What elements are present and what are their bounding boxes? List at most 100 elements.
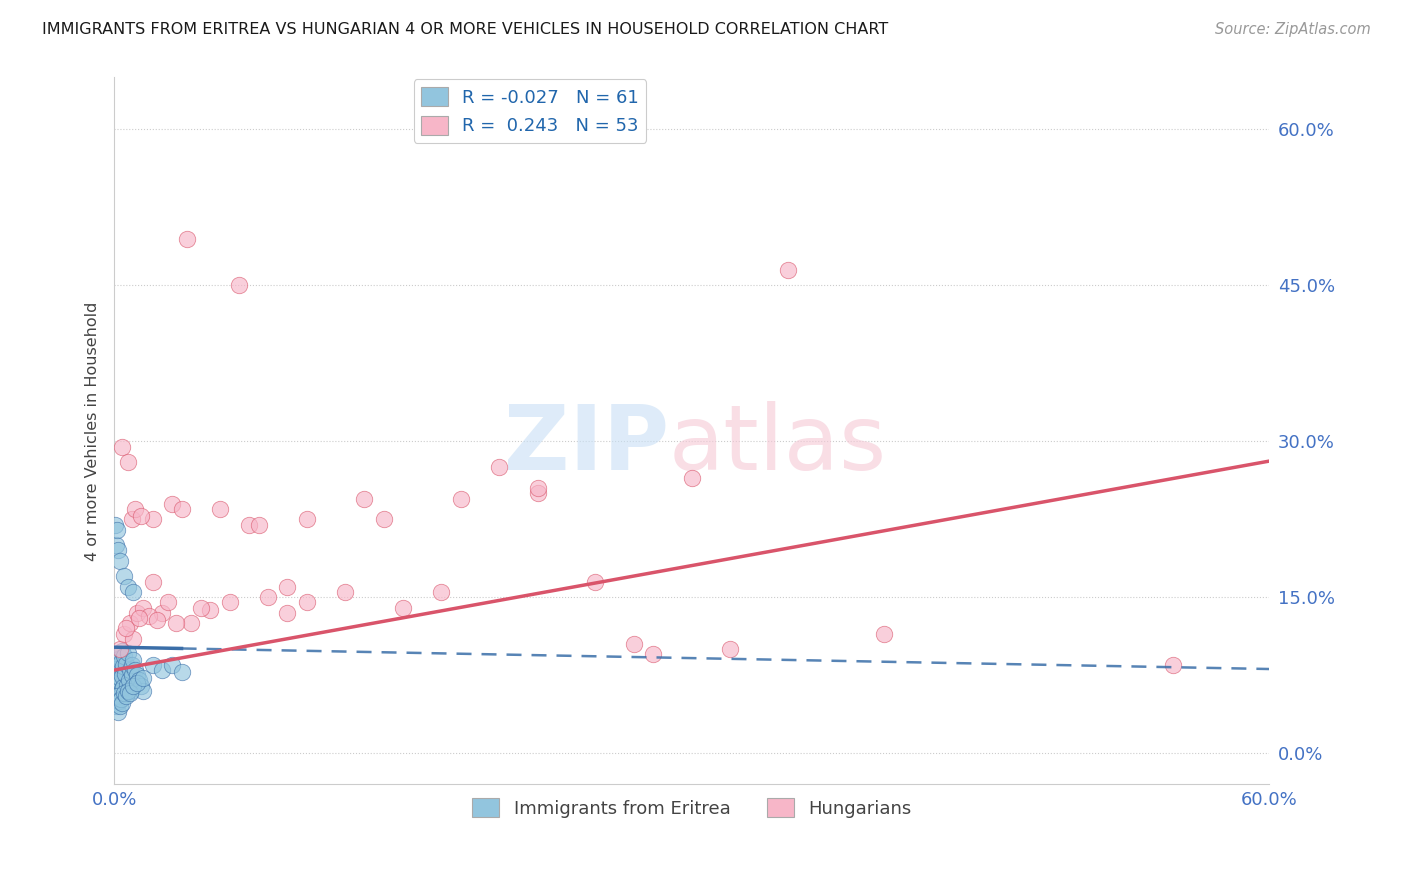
Point (335, 585, 357, 599)
Point (110, 655, 132, 669)
Point (165, 616, 187, 631)
Point (114, 657, 136, 671)
Point (138, 609, 160, 624)
Point (121, 512, 143, 526)
Point (200, 603, 222, 617)
Point (111, 696, 134, 710)
Point (218, 595, 240, 609)
Point (209, 502, 232, 516)
Point (145, 613, 167, 627)
Point (276, 580, 298, 594)
Point (132, 672, 155, 686)
Point (122, 585, 145, 599)
Point (643, 648, 665, 662)
Point (111, 644, 134, 658)
Point (157, 595, 180, 609)
Point (718, 642, 741, 657)
Point (132, 600, 155, 615)
Point (118, 663, 141, 677)
Point (180, 616, 202, 631)
Point (112, 626, 135, 640)
Point (114, 689, 136, 703)
Point (585, 574, 607, 589)
Point (108, 554, 131, 568)
Point (117, 580, 139, 594)
Point (104, 663, 127, 677)
Point (117, 647, 139, 661)
Point (105, 699, 128, 714)
Point (295, 512, 318, 526)
Point (111, 440, 134, 454)
Point (142, 657, 165, 672)
Point (108, 675, 131, 690)
Point (526, 481, 548, 495)
Point (247, 517, 270, 532)
Point (373, 512, 395, 526)
Y-axis label: 4 or more Vehicles in Household: 4 or more Vehicles in Household (86, 301, 100, 560)
Point (118, 686, 141, 700)
Point (873, 626, 896, 640)
Point (107, 665, 129, 680)
Point (128, 673, 150, 688)
Point (160, 497, 183, 511)
Point (114, 622, 136, 636)
Point (104, 694, 127, 708)
Point (160, 657, 183, 672)
Point (105, 538, 128, 552)
Point (105, 653, 128, 667)
Point (190, 600, 212, 615)
Point (111, 659, 134, 673)
Point (488, 460, 510, 475)
Point (129, 509, 152, 524)
Point (122, 679, 145, 693)
Point (127, 606, 149, 620)
Point (132, 684, 155, 698)
Point (142, 574, 165, 589)
Point (107, 679, 129, 693)
Point (276, 606, 298, 620)
Point (117, 455, 139, 469)
Point (776, 262, 799, 277)
Point (110, 692, 132, 706)
Point (430, 585, 453, 599)
Point (150, 663, 173, 677)
Point (112, 569, 135, 583)
Point (150, 606, 173, 620)
Point (127, 668, 149, 682)
Point (121, 668, 143, 682)
Point (120, 684, 142, 698)
Point (392, 600, 415, 615)
Text: ZIP: ZIP (503, 401, 669, 489)
Text: Source: ZipAtlas.com: Source: ZipAtlas.com (1215, 22, 1371, 37)
Point (104, 517, 127, 532)
Text: IMMIGRANTS FROM ERITREA VS HUNGARIAN 4 OR MORE VEHICLES IN HOUSEHOLD CORRELATION: IMMIGRANTS FROM ERITREA VS HUNGARIAN 4 O… (42, 22, 889, 37)
Point (117, 684, 139, 698)
Point (110, 681, 132, 696)
Legend: Immigrants from Eritrea, Hungarians: Immigrants from Eritrea, Hungarians (465, 790, 918, 825)
Point (129, 679, 152, 693)
Point (295, 595, 318, 609)
Point (122, 632, 145, 646)
Point (108, 661, 131, 675)
Point (104, 668, 127, 682)
Point (112, 648, 135, 663)
Point (108, 650, 131, 665)
Point (176, 231, 198, 245)
Point (128, 611, 150, 625)
Point (124, 502, 146, 516)
Point (112, 686, 135, 700)
Point (681, 471, 703, 485)
Point (108, 699, 131, 714)
Point (228, 278, 250, 293)
Point (107, 543, 129, 558)
Point (117, 673, 139, 688)
Point (115, 678, 138, 692)
Point (108, 642, 131, 657)
Point (114, 667, 136, 681)
Point (170, 665, 193, 680)
Point (105, 657, 128, 672)
Point (105, 673, 128, 688)
Text: atlas: atlas (669, 401, 887, 489)
Point (107, 705, 129, 719)
Point (127, 675, 149, 690)
